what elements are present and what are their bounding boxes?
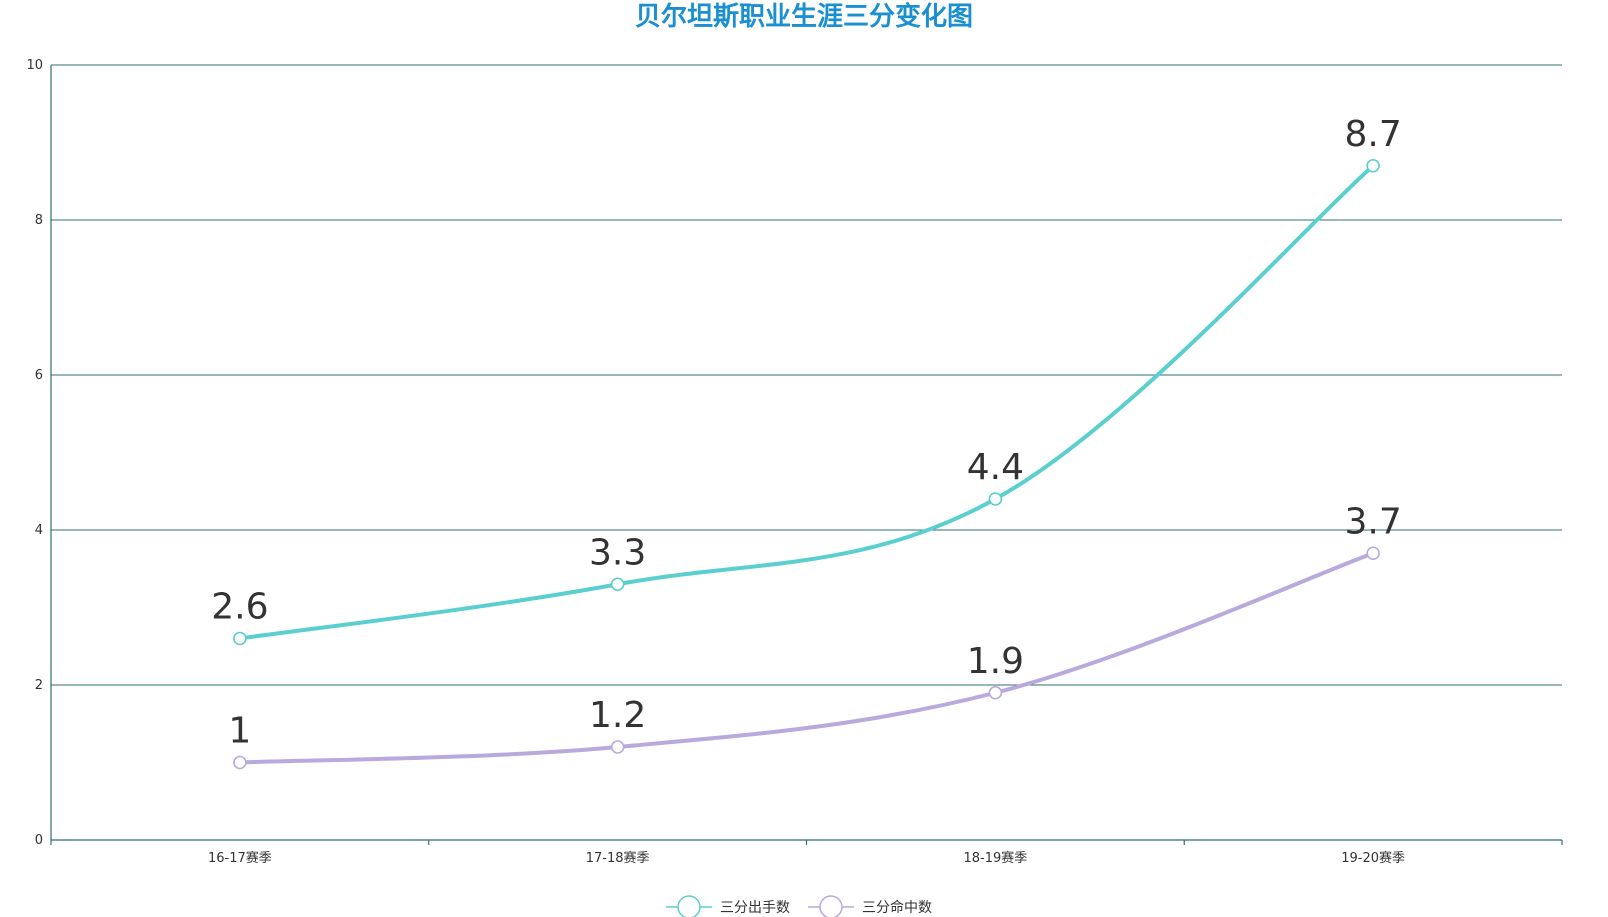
series-line-1 (237, 163, 1376, 641)
chart-title: 贝尔坦斯职业生涯三分变化图 (635, 1, 973, 32)
series (233, 158, 1380, 770)
data-point[interactable] (610, 740, 625, 754)
data-point[interactable] (1366, 546, 1380, 561)
x-tick-label: 18-19赛季 (963, 850, 1027, 866)
y-tick-label: 10 (26, 58, 43, 73)
data-labels: 2.6 3.3 4.4 8.7 1 1.2 1.9 3.7 (211, 114, 1402, 752)
data-point[interactable] (1366, 158, 1380, 173)
legend-marker (677, 895, 701, 917)
data-label: 8.7 (1344, 114, 1401, 155)
data-point[interactable] (988, 492, 1003, 506)
data-point[interactable] (233, 755, 247, 770)
legend-label: 三分出手数 (720, 900, 790, 916)
legend-item-1[interactable]: 三分出手数 (666, 895, 790, 917)
x-tick-label: 19-20赛季 (1341, 850, 1405, 866)
data-label: 2.6 (211, 587, 268, 628)
legend[interactable]: 三分出手数 三分命中数 (666, 895, 932, 917)
data-point[interactable] (610, 577, 625, 592)
y-tick-label: 2 (35, 678, 43, 693)
data-label: 4.4 (967, 447, 1024, 488)
legend-item-2[interactable]: 三分命中数 (808, 895, 932, 917)
data-label: 1.9 (967, 641, 1024, 682)
series-line-2 (237, 551, 1376, 765)
data-point[interactable] (233, 631, 247, 646)
x-tick-label: 17-18赛季 (586, 850, 650, 866)
legend-marker (819, 895, 843, 917)
grid (51, 64, 1562, 686)
legend-label: 三分命中数 (862, 899, 932, 916)
y-tick-label: 6 (35, 368, 43, 383)
data-label: 1 (228, 711, 251, 752)
data-label: 3.3 (589, 532, 646, 573)
y-tick-label: 4 (35, 523, 43, 538)
data-label: 1.2 (589, 695, 646, 736)
x-tick-label: 16-17赛季 (208, 850, 272, 866)
data-label: 3.7 (1344, 501, 1401, 542)
axes: 0 2 4 6 8 10 16-17赛季 17-18赛季 18-19赛季 19-20赛季 (26, 58, 1563, 866)
data-point[interactable] (988, 685, 1003, 700)
y-tick-label: 0 (35, 833, 43, 848)
y-tick-label: 8 (35, 213, 43, 228)
